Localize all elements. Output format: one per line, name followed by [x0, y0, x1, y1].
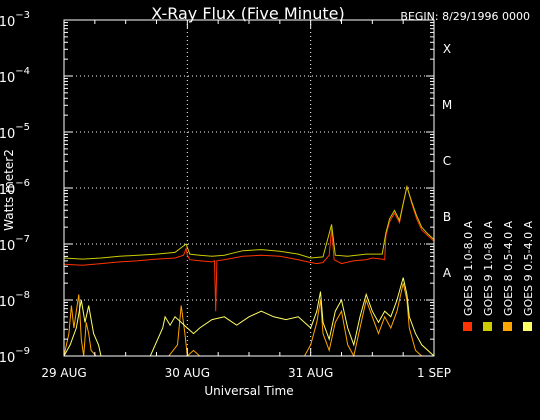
y-tick-label: 10−4: [0, 66, 30, 86]
y-tick-base: 10: [0, 295, 15, 310]
y-tick-label: 10−7: [0, 234, 30, 254]
flare-class-label: X: [443, 42, 451, 56]
flare-class-label: B: [443, 210, 451, 224]
y-tick-exponent: −6: [15, 178, 30, 189]
legend-label: GOES 8 1.0-8.0 A: [462, 220, 475, 316]
legend-swatch: [463, 322, 472, 331]
series-line: [63, 283, 434, 358]
x-axis-label: Universal Time: [204, 384, 293, 398]
y-axis-ticks: 10−910−810−710−610−510−410−3: [0, 10, 434, 366]
series-line: [63, 185, 435, 312]
y-tick-base: 10: [0, 351, 15, 366]
plot-grid: [64, 20, 434, 356]
y-tick-exponent: −3: [15, 10, 30, 21]
begin-label: BEGIN: 8/29/1996 0000: [400, 10, 530, 23]
y-tick-label: 10−5: [0, 122, 30, 142]
x-axis-ticks: 29 AUG 30 AUG 31 AUG 1 SEP: [41, 20, 451, 380]
flare-class-label: C: [443, 154, 451, 168]
flare-class-label: M: [442, 98, 452, 112]
legend-swatch: [483, 322, 492, 331]
y-tick-label: 10−8: [0, 290, 30, 310]
legend-swatch: [523, 322, 532, 331]
legend-label: GOES 9 1.0-8.0 A: [482, 220, 495, 316]
y-tick-exponent: −9: [15, 346, 30, 357]
series-lines: [63, 185, 435, 358]
chart-title: X-Ray Flux (Five Minute): [151, 4, 344, 23]
y-axis-label: Watts meter2: [2, 149, 16, 231]
y-tick-label: 10−6: [0, 178, 30, 198]
y-tick-base: 10: [0, 15, 15, 30]
x-tick-label: 1 SEP: [417, 366, 451, 380]
y-tick-exponent: −8: [15, 290, 30, 301]
y-tick-exponent: −4: [15, 66, 30, 77]
legend: GOES 8 1.0-8.0 A GOES 9 1.0-8.0 A GOES 8 0…: [462, 220, 535, 331]
legend-label: GOES 8 0.5-4.0 A: [502, 220, 515, 316]
y-tick-exponent: −5: [15, 122, 30, 133]
x-tick-label: 31 AUG: [288, 366, 333, 380]
x-tick-label: 30 AUG: [165, 366, 210, 380]
flare-class-label: A: [443, 266, 452, 280]
flare-class-labels: A B C M X: [442, 42, 452, 280]
legend-swatch: [503, 322, 512, 331]
y-tick-base: 10: [0, 183, 15, 198]
legend-label: GOES 9 0.5-4.0 A: [522, 220, 535, 316]
y-tick-base: 10: [0, 127, 15, 142]
y-tick-label: 10−3: [0, 10, 30, 30]
series-line: [63, 277, 435, 357]
y-tick-label: 10−9: [0, 346, 30, 366]
series-line: [63, 185, 435, 260]
x-tick-label: 29 AUG: [41, 366, 86, 380]
y-tick-base: 10: [0, 71, 15, 86]
y-tick-base: 10: [0, 239, 15, 254]
y-tick-exponent: −7: [15, 234, 30, 245]
